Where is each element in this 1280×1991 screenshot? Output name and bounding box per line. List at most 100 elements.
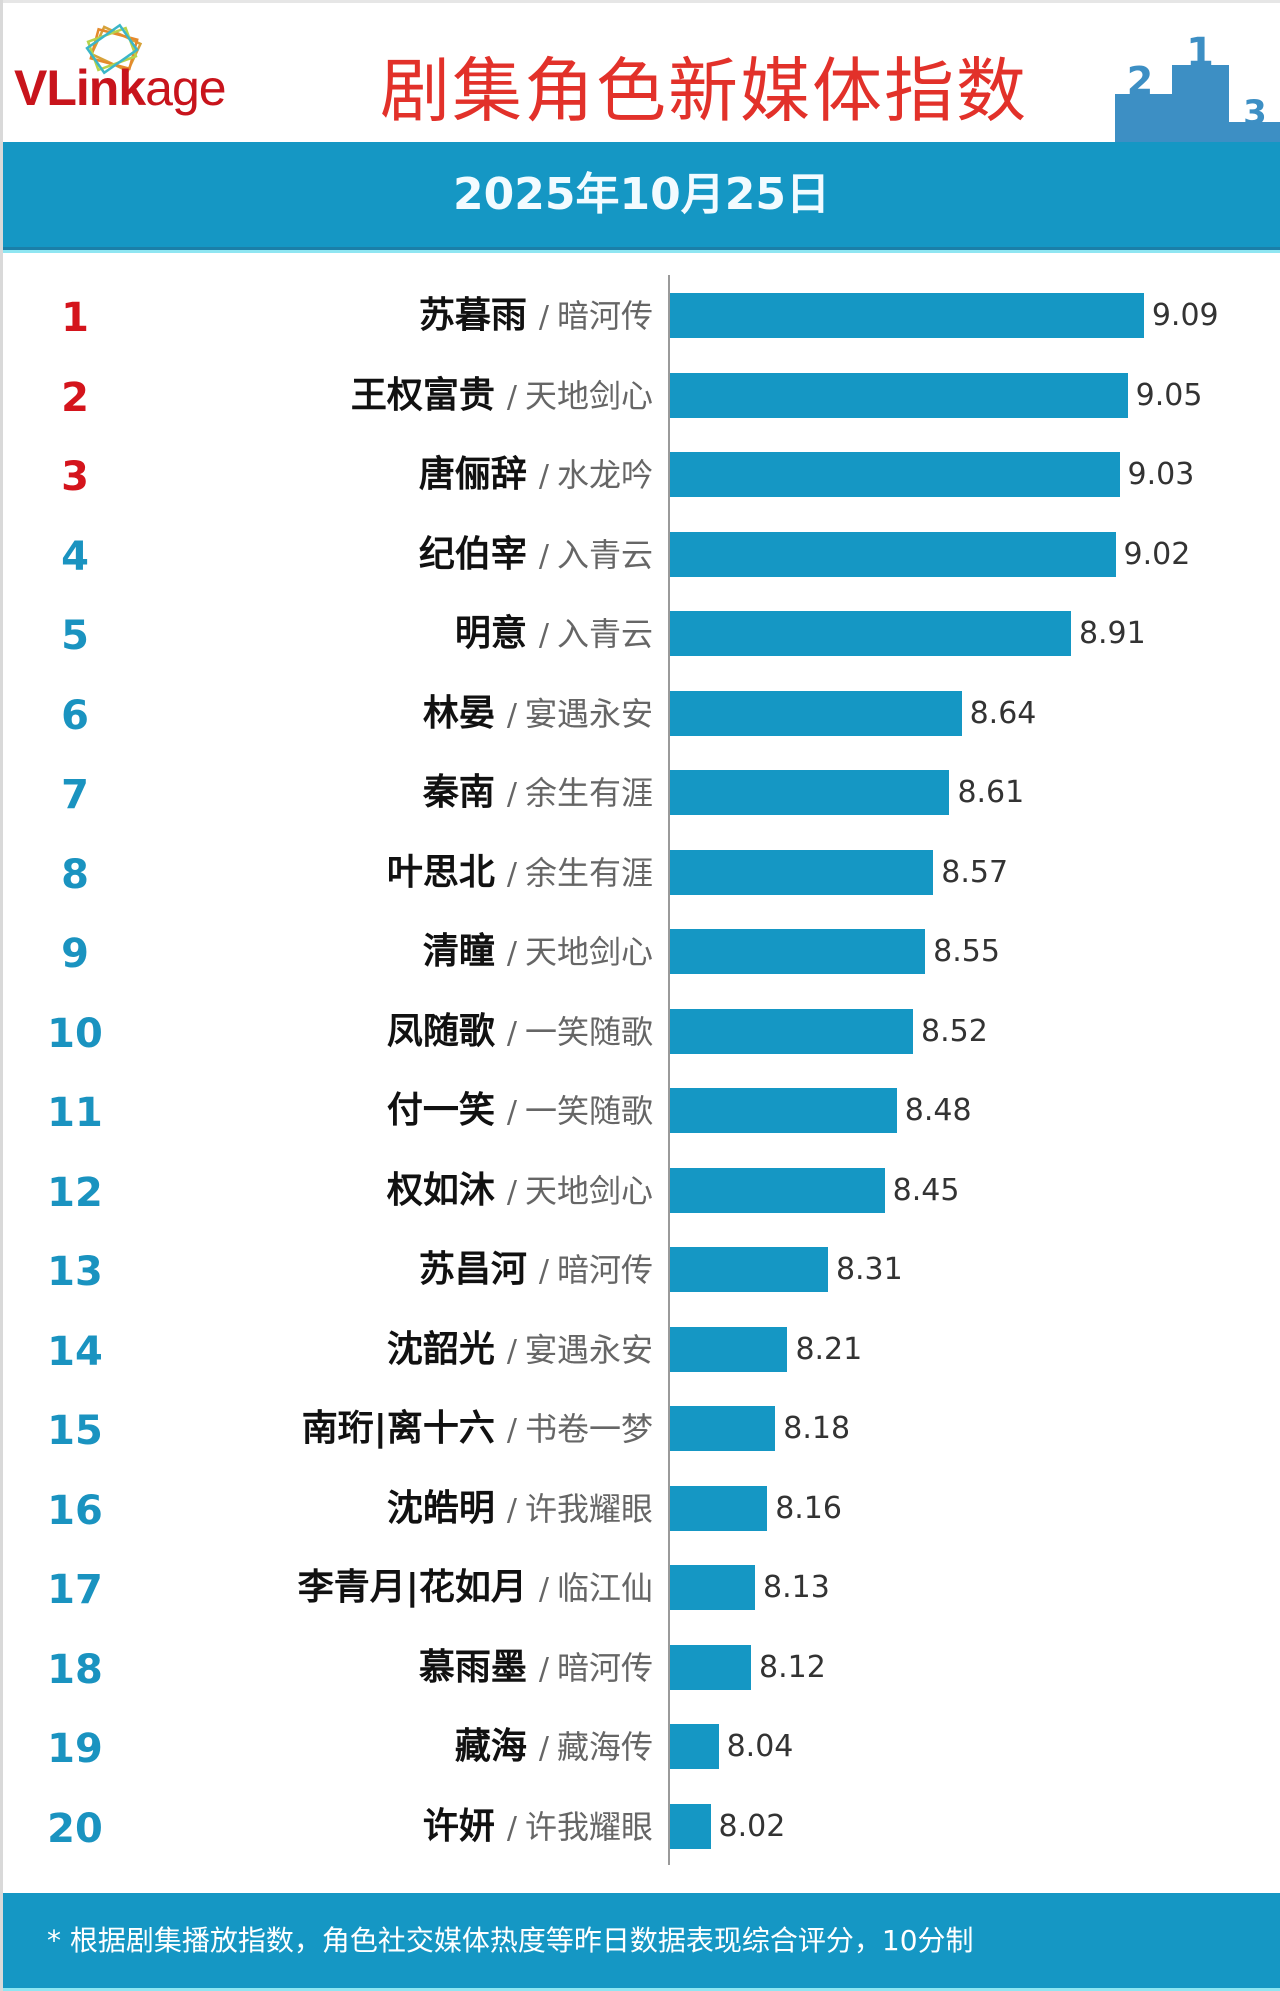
drama-title: 天地剑心: [524, 376, 653, 415]
label-separator: /: [506, 1492, 517, 1528]
label-separator: /: [506, 1015, 517, 1051]
character-name: 林晏: [422, 692, 495, 734]
vlinkage-logo: VLinkage: [14, 18, 274, 118]
drama-title: 一笑随歌: [524, 1012, 653, 1051]
score-bar: [670, 1088, 897, 1133]
score-bar: [670, 1326, 788, 1372]
row-label: 南珩|离十六 / 书卷一梦: [302, 1396, 653, 1462]
character-name: 藏海: [454, 1726, 527, 1767]
chart-row: 5 明意 / 入青云 8.91: [0, 611, 1280, 659]
drama-title: 宴遇永安: [524, 694, 653, 733]
score-value: 9.02: [1123, 536, 1191, 572]
label-separator: /: [506, 856, 517, 892]
date-banner: 2025年10月25日: [3, 142, 1280, 253]
podium-icon: 2 1 3: [1115, 30, 1280, 144]
chart-row: 9 清瞳 / 天地剑心 8.55: [0, 929, 1280, 977]
drama-title: 藏海传: [556, 1728, 653, 1766]
row-label: 藏海 / 藏海传: [455, 1714, 653, 1780]
score-bar: [670, 531, 1116, 577]
score-value: 8.64: [969, 695, 1037, 731]
row-label: 付一笑 / 一笑随歌: [387, 1078, 653, 1144]
row-label: 王权富贵 / 天地剑心: [351, 363, 653, 429]
row-label: 纪伯宰 / 入青云: [419, 522, 653, 588]
chart-axis-line: [668, 275, 670, 1865]
drama-title: 水龙吟: [556, 456, 653, 494]
report-date: 2025年10月25日: [453, 169, 830, 220]
score-bar: [670, 770, 950, 815]
chart-row: 8 叶思北 / 余生有涯 8.57: [0, 849, 1280, 898]
chart-row: 15 南珩|离十六 / 书卷一梦 8.18: [0, 1406, 1280, 1454]
chart-row: 19 藏海 / 藏海传 8.04: [0, 1724, 1280, 1772]
score-value: 8.48: [904, 1093, 972, 1128]
character-name: 南珩|离十六: [301, 1408, 495, 1449]
frame-left-border: [0, 0, 3, 1991]
character-name: 苏昌河: [418, 1249, 527, 1290]
label-separator: /: [506, 379, 517, 415]
character-name: 秦南: [422, 772, 495, 813]
label-separator: /: [538, 1651, 549, 1687]
drama-title: 余生有涯: [524, 853, 653, 892]
score-value: 8.02: [718, 1808, 786, 1844]
score-bar: [670, 1167, 885, 1213]
podium-first-label: 1: [1186, 30, 1214, 76]
rank-number: 1: [61, 295, 89, 341]
score-value: 8.31: [835, 1252, 903, 1287]
score-value: 8.16: [775, 1490, 842, 1526]
row-label: 沈韶光 / 宴遇永安: [387, 1317, 653, 1383]
character-name: 清瞳: [422, 931, 495, 972]
chart-row: 17 李青月|花如月 / 临江仙 8.13: [0, 1565, 1280, 1613]
row-label: 李青月|花如月 / 临江仙: [298, 1555, 653, 1621]
character-name: 纪伯宰: [418, 533, 527, 575]
character-name: 唐俪辞: [418, 454, 527, 495]
drama-title: 天地剑心: [524, 933, 653, 971]
rank-number: 12: [47, 1169, 103, 1216]
label-separator: /: [538, 1731, 549, 1766]
row-label: 凤随歌 / 一笑随歌: [387, 999, 653, 1065]
label-separator: /: [506, 697, 517, 733]
chart-row: 18 慕雨墨 / 暗河传 8.12: [0, 1644, 1280, 1693]
rank-number: 7: [61, 772, 89, 818]
rank-number: 8: [61, 851, 89, 898]
score-value: 8.45: [892, 1172, 960, 1208]
score-value: 8.91: [1078, 616, 1146, 651]
chart-row: 2 王权富贵 / 天地剑心 9.05: [0, 372, 1280, 421]
row-label: 慕雨墨 / 暗河传: [419, 1635, 653, 1701]
score-bar: [670, 690, 962, 736]
row-label: 秦南 / 余生有涯: [423, 760, 653, 826]
drama-title: 天地剑心: [524, 1171, 653, 1210]
score-bar: [670, 1485, 768, 1531]
drama-title: 临江仙: [556, 1569, 653, 1607]
frame-top-border: [0, 0, 1280, 3]
drama-title: 许我耀眼: [524, 1489, 653, 1528]
character-name: 王权富贵: [350, 374, 495, 416]
score-bar: [670, 452, 1120, 497]
footer-banner: * 根据剧集播放指数，角色社交媒体热度等昨日数据表现综合评分，10分制: [3, 1893, 1280, 1991]
chart-row: 12 权如沐 / 天地剑心 8.45: [0, 1167, 1280, 1216]
score-value: 8.61: [957, 775, 1025, 810]
rank-number: 4: [61, 533, 89, 580]
podium-second-label: 2: [1127, 59, 1153, 103]
label-separator: /: [538, 618, 549, 653]
score-bar: [670, 1803, 711, 1849]
logo-frames-icon: [85, 23, 143, 75]
label-separator: /: [538, 1254, 549, 1289]
row-label: 苏昌河 / 暗河传: [419, 1237, 653, 1303]
chart-row: 3 唐俪辞 / 水龙吟 9.03: [0, 452, 1280, 500]
score-bar: [670, 1565, 756, 1610]
rank-number: 5: [61, 613, 89, 659]
score-bar: [670, 293, 1144, 338]
drama-title: 余生有涯: [524, 774, 653, 812]
label-separator: /: [538, 1572, 549, 1607]
score-value: 8.21: [795, 1331, 863, 1367]
page-title: 剧集角色新媒体指数: [380, 50, 1028, 132]
character-name: 沈皓明: [386, 1487, 495, 1529]
footer-note: * 根据剧集播放指数，角色社交媒体热度等昨日数据表现综合评分，10分制: [47, 1924, 974, 1957]
ranking-bar-chart: 1 苏暮雨 / 暗河传 9.09 2 王权富贵 / 天地剑心 9.05 3 唐俪辞 / 水龙吟 9.03 4 纪…: [0, 260, 1280, 1880]
rank-number: 9: [61, 931, 89, 977]
score-bar: [670, 1247, 828, 1292]
score-bar: [670, 1008, 913, 1054]
rank-number: 3: [61, 454, 89, 500]
chart-row: 13 苏昌河 / 暗河传 8.31: [0, 1247, 1280, 1295]
label-separator: /: [506, 1174, 517, 1210]
score-value: 9.03: [1127, 457, 1195, 492]
